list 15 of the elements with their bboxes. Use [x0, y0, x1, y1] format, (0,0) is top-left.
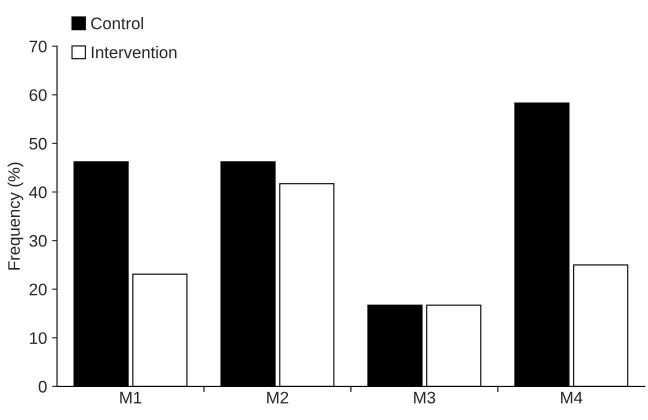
x-tick-label: M3 — [414, 392, 436, 404]
y-tick-label: 40 — [29, 186, 47, 198]
y-tick-label: 60 — [30, 89, 47, 102]
y-tick-label: 0 — [38, 380, 47, 393]
x-tick-label: M4 — [561, 392, 582, 404]
y-tick-label: 50 — [29, 138, 47, 150]
x-tick-label: M1 — [120, 392, 142, 404]
y-tick-label: 30 — [29, 235, 47, 247]
y-tick-label: 70 — [30, 40, 47, 52]
x-tick-label: M2 — [267, 392, 288, 404]
legend-label: Control — [91, 17, 143, 30]
y-axis-title: Frequency (%) — [8, 162, 24, 270]
y-tick-label: 20 — [30, 284, 47, 296]
legend-label: Intervention — [92, 46, 176, 58]
y-tick-label: 10 — [30, 332, 47, 344]
